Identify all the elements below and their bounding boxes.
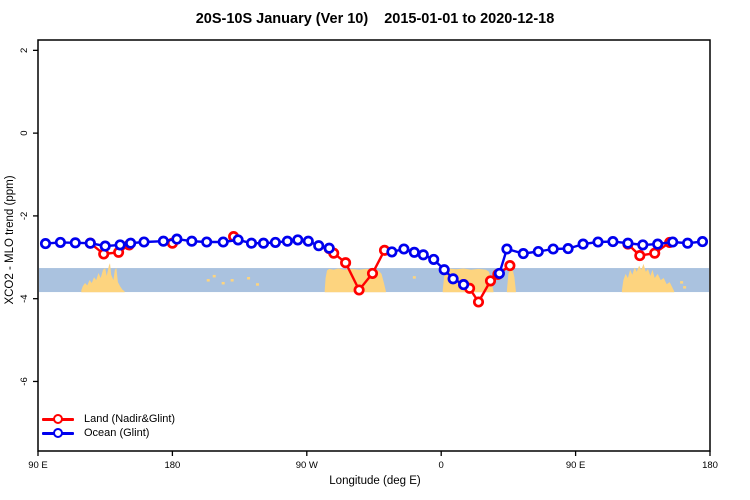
land-series-line [627, 241, 671, 257]
ocean-data-point [682, 237, 694, 249]
ocean-data-point [269, 236, 281, 248]
land-speckle [206, 279, 210, 282]
ocean-data-point [696, 236, 709, 248]
land-speckle [230, 279, 234, 282]
ocean-data-point [458, 279, 470, 291]
x-axis-title: Longitude (deg E) [329, 475, 421, 487]
land-shading-australia-left [81, 263, 125, 293]
ocean-data-point [667, 236, 679, 248]
ocean-data-point [138, 236, 150, 248]
legend-item-ocean: Ocean (Glint) [42, 426, 175, 440]
legend-label-ocean: Ocean (Glint) [84, 427, 150, 439]
ocean-data-point [157, 235, 169, 247]
x-tick-label: 90 E [566, 460, 586, 471]
x-tick-label: 180 [702, 460, 718, 471]
ocean-data-point [592, 236, 604, 248]
legend-circle-ocean [53, 427, 63, 438]
ocean-data-point [547, 243, 559, 255]
ocean-data-point [562, 243, 574, 255]
ocean-data-point [417, 249, 429, 261]
land-data-point [484, 275, 497, 287]
land-series-marker-icon [42, 413, 74, 425]
ocean-data-point [281, 235, 293, 247]
ocean-data-point [99, 240, 111, 252]
ocean-data-point [532, 245, 544, 258]
ocean-data-point [292, 234, 304, 246]
ocean-data-point [232, 234, 244, 246]
y-tick-label: -4 [19, 294, 30, 302]
chart-title-main: 20S-10S January (Ver 10) [195, 11, 369, 27]
land-data-point [649, 247, 661, 259]
ocean-data-point [428, 253, 440, 265]
y-tick-label: 0 [19, 130, 30, 135]
y-tick-label: -2 [19, 212, 30, 220]
x-tick-label: 90 W [296, 460, 318, 471]
land-speckle [680, 281, 684, 284]
ocean-data-point [447, 273, 459, 285]
legend-circle-land [53, 413, 63, 424]
ocean-data-point [201, 236, 213, 248]
ocean-data-point [186, 235, 198, 247]
legend: Land (Nadir&Glint) Ocean (Glint) [42, 412, 175, 440]
ocean-data-point [501, 243, 513, 255]
ocean-data-point [622, 237, 634, 249]
x-tick-label: 180 [164, 460, 180, 471]
land-data-point [366, 267, 379, 279]
ocean-data-point [245, 237, 258, 249]
y-tick-label: -6 [19, 377, 30, 385]
land-data-point [353, 284, 365, 296]
plot-box [37, 39, 711, 452]
ocean-data-point [577, 238, 589, 250]
land-data-point [504, 260, 516, 272]
land-speckle [212, 274, 216, 278]
ocean-data-point [386, 246, 398, 258]
land-data-point [472, 296, 485, 308]
land-data-point [340, 257, 352, 269]
ocean-series-marker-icon [42, 427, 74, 439]
land-speckle [221, 281, 225, 285]
ocean-data-point [69, 237, 81, 249]
ocean-data-point [408, 246, 420, 258]
x-tick-label: 0 [439, 460, 444, 471]
ocean-data-point [125, 237, 137, 249]
land-speckle [412, 276, 416, 279]
ocean-data-point [54, 236, 66, 248]
ocean-data-point [302, 235, 314, 247]
ocean-data-point [39, 238, 52, 250]
ocean-data-point [313, 240, 325, 252]
ocean-data-point [438, 264, 450, 276]
y-axis-title: XCO2 - MLO trend (ppm) [4, 175, 16, 305]
chart-title: 20S-10S January (Ver 10) 2015-01-01 to 20… [0, 11, 750, 27]
ocean-data-point [517, 248, 529, 260]
land-data-point [634, 250, 646, 262]
ocean-data-point [217, 236, 229, 248]
land-shading-madagascar [506, 269, 516, 293]
y-tick-label: 2 [19, 48, 30, 53]
ocean-data-point [323, 242, 335, 254]
ocean-data-point [114, 239, 126, 251]
ocean-data-point [171, 233, 183, 245]
ocean-data-point [257, 237, 270, 249]
ocean-data-point [493, 267, 505, 279]
ocean-data-point [398, 243, 410, 255]
ocean-data-point [607, 236, 619, 248]
legend-item-land: Land (Nadir&Glint) [42, 412, 175, 426]
ocean-data-point [637, 239, 649, 251]
land-speckle [683, 286, 687, 289]
legend-label-land: Land (Nadir&Glint) [84, 413, 176, 425]
chart-title-dates: 2015-01-01 to 2020-12-18 [384, 11, 555, 27]
ocean-data-point [652, 238, 664, 250]
land-speckle [256, 283, 260, 286]
ocean-data-point [84, 237, 96, 249]
land-speckle [247, 276, 251, 280]
land-shading-australia-right [621, 263, 675, 293]
x-tick-label: 90 E [28, 460, 48, 471]
